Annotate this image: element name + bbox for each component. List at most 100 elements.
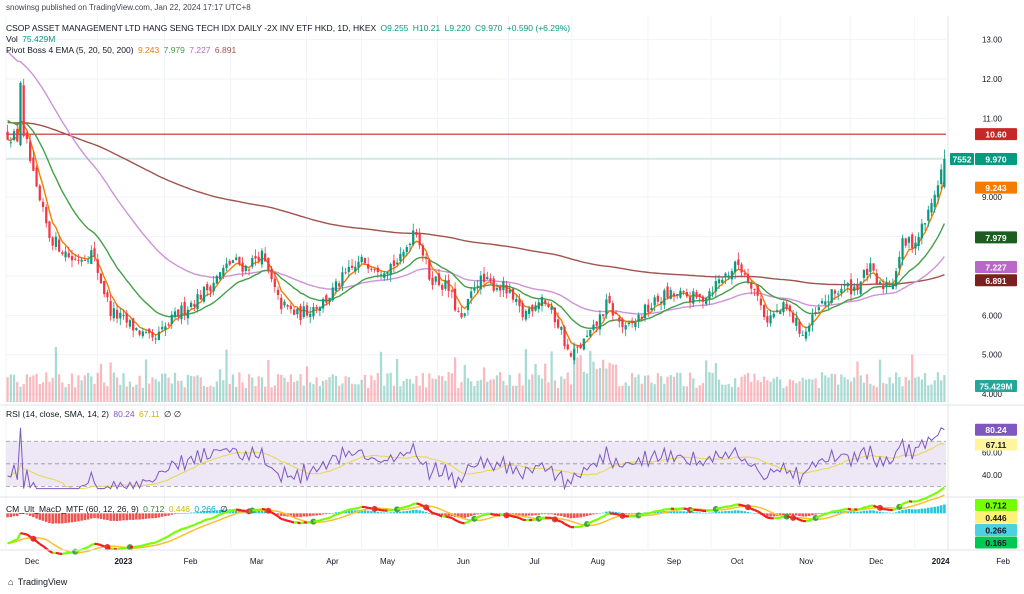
macd-line-segment bbox=[805, 519, 810, 523]
macd-histogram-bar bbox=[421, 511, 425, 514]
volume-bar bbox=[376, 373, 379, 402]
volume-bar bbox=[54, 347, 58, 402]
candle-body bbox=[161, 326, 164, 330]
volume-bar bbox=[193, 376, 196, 402]
rsi-label: RSI (14, close, SMA, 14, 2) bbox=[6, 409, 109, 419]
ema50-tag-bg bbox=[975, 261, 1017, 274]
volume-bar bbox=[264, 386, 267, 402]
volume-bar bbox=[605, 368, 608, 402]
candle-body bbox=[769, 315, 772, 324]
volume-bar bbox=[659, 376, 663, 402]
macd-line-segment bbox=[332, 513, 337, 518]
time-tick-label: 2024 bbox=[932, 557, 950, 566]
ema200-tag-bg bbox=[975, 274, 1017, 287]
volume-bar bbox=[560, 376, 563, 402]
legend-rsi-row[interactable]: RSI (14, close, SMA, 14, 2) 80.24 67.11 … bbox=[6, 409, 183, 420]
candle-body bbox=[933, 194, 936, 207]
macd-histogram-bar bbox=[402, 511, 405, 514]
candle-body bbox=[370, 268, 373, 270]
candle-body bbox=[476, 285, 479, 287]
legend-volume-row[interactable]: Vol 75.429M bbox=[6, 34, 57, 44]
candle-body bbox=[473, 288, 476, 291]
volume-bar bbox=[624, 382, 627, 402]
volume-bar bbox=[933, 380, 936, 402]
macd-histogram-bar bbox=[32, 513, 35, 518]
macd-histogram-bar bbox=[86, 513, 90, 520]
candle-body bbox=[331, 287, 334, 301]
volume-bar bbox=[811, 379, 814, 402]
macd-histogram-bar bbox=[521, 513, 524, 516]
candle-body bbox=[296, 308, 299, 315]
candle-body bbox=[354, 266, 357, 272]
legend-ema-row[interactable]: Pivot Boss 4 EMA (5, 20, 50, 200) 9.243 … bbox=[6, 45, 238, 55]
volume-bar bbox=[476, 380, 479, 402]
candle-body bbox=[16, 128, 19, 142]
volume-bar bbox=[341, 383, 344, 402]
macd-line-segment bbox=[860, 506, 865, 510]
volume-bar bbox=[579, 355, 582, 402]
macd-histogram-bar bbox=[733, 510, 737, 514]
candle-body bbox=[856, 283, 859, 291]
volume-tag-bg bbox=[975, 380, 1017, 392]
macd-line-segment bbox=[161, 536, 166, 541]
macd-histogram-bar bbox=[193, 512, 196, 514]
macd-line-segment bbox=[316, 519, 321, 523]
macd-histogram-bar bbox=[749, 512, 753, 514]
candle-body bbox=[624, 325, 627, 330]
volume-bar bbox=[270, 387, 273, 402]
ema-label: Pivot Boss 4 EMA (5, 20, 50, 200) bbox=[6, 45, 134, 55]
volume-bar bbox=[544, 363, 547, 402]
legend-macd-row[interactable]: CM_Ult_MacD_MTF (60, 12, 26, 9) 0.712 0.… bbox=[6, 504, 229, 515]
macd-histogram-bar bbox=[756, 513, 759, 514]
volume-bar bbox=[721, 384, 724, 402]
candle-body bbox=[244, 265, 247, 271]
macd-histogram-bar bbox=[202, 511, 206, 514]
candle-body bbox=[125, 313, 128, 323]
candle-body bbox=[785, 303, 788, 309]
candle-body bbox=[206, 284, 209, 291]
tradingview-brand[interactable]: ⌂ TradingView bbox=[8, 577, 69, 587]
volume-bar bbox=[96, 372, 99, 402]
macd-histogram-bar bbox=[144, 513, 148, 519]
candle-body bbox=[804, 331, 808, 339]
candle-body bbox=[6, 131, 9, 140]
volume-bar bbox=[647, 375, 650, 402]
macd-histogram-bar bbox=[582, 513, 586, 517]
volume-bar bbox=[99, 363, 103, 402]
symbol-title[interactable]: CSOP ASSET MANAGEMENT LTD HANG SENG TECH… bbox=[6, 23, 377, 33]
candle-body bbox=[38, 185, 41, 201]
ema50-tag: 7.227 bbox=[985, 263, 1007, 273]
volume-bar bbox=[463, 364, 466, 402]
candle-body bbox=[582, 338, 585, 350]
volume-bar bbox=[9, 374, 12, 402]
candle-body bbox=[338, 283, 341, 287]
volume-bar bbox=[688, 372, 692, 402]
candle-body bbox=[943, 158, 946, 188]
volume-bar bbox=[125, 386, 128, 402]
volume-bar bbox=[180, 380, 183, 402]
candle-body bbox=[106, 292, 109, 298]
candle-body bbox=[421, 245, 425, 256]
time-tick-label: Oct bbox=[731, 557, 744, 566]
candle-body bbox=[814, 312, 817, 314]
macd-histogram-bar bbox=[576, 513, 579, 518]
macd-line-segment bbox=[457, 520, 462, 524]
macd-histogram-bar bbox=[560, 513, 563, 516]
candle-body bbox=[708, 291, 711, 300]
volume-bar bbox=[231, 374, 235, 402]
macd-line-segment bbox=[48, 550, 54, 554]
volume-bar bbox=[592, 361, 595, 402]
candle-body bbox=[257, 256, 260, 261]
candle-body bbox=[173, 311, 177, 318]
volume-bar bbox=[305, 366, 309, 402]
macd-line-segment bbox=[754, 508, 759, 513]
macd-line-segment bbox=[164, 535, 170, 539]
macd-line-segment bbox=[596, 517, 601, 521]
volume-bar bbox=[103, 382, 106, 402]
candle-body bbox=[479, 275, 482, 290]
candle-body bbox=[363, 258, 367, 264]
candle-body bbox=[721, 279, 724, 283]
macd-line-segment bbox=[554, 518, 559, 522]
volume-bar bbox=[222, 380, 225, 402]
